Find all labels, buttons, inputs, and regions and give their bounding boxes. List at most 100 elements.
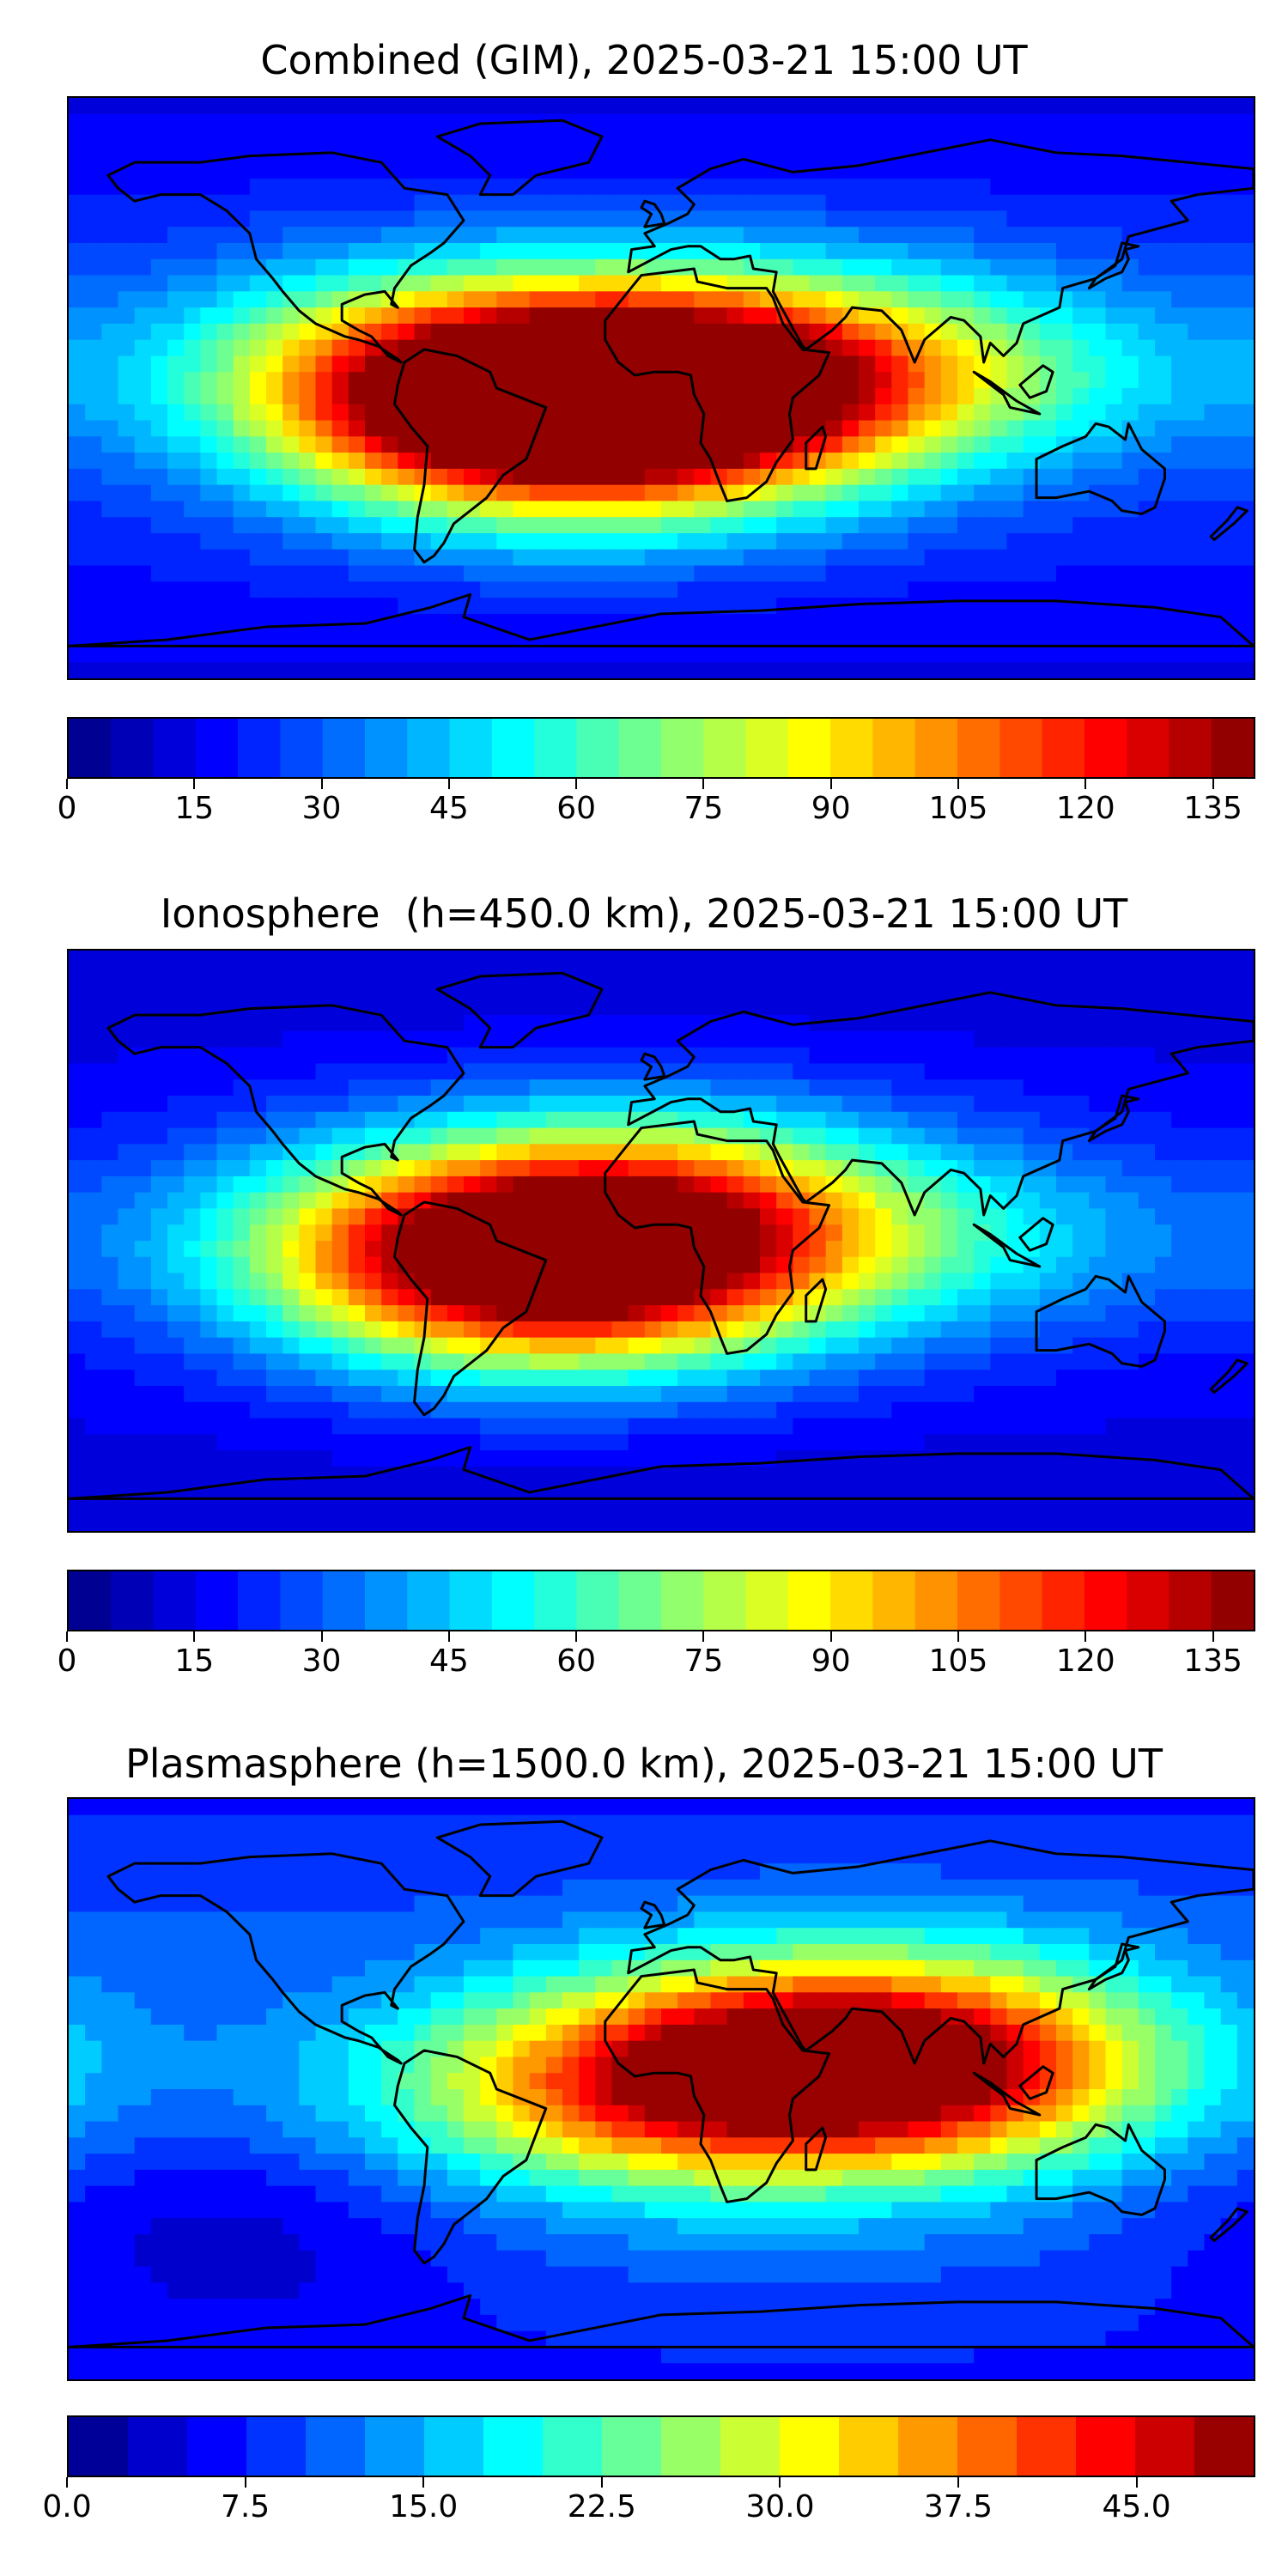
heatmap-cell — [480, 1241, 497, 1258]
heatmap-cell — [480, 210, 497, 228]
heatmap-cell — [1155, 1192, 1172, 1210]
heatmap-cell — [1089, 517, 1107, 534]
heatmap-cell — [1121, 999, 1139, 1016]
heatmap-cell — [759, 1176, 777, 1194]
heatmap-cell — [496, 1305, 514, 1322]
heatmap-cell — [710, 227, 728, 244]
heatmap-cell — [924, 1241, 942, 1258]
heatmap-cell — [710, 453, 728, 470]
heatmap-cell — [1105, 1127, 1123, 1145]
heatmap-cell — [496, 258, 514, 276]
heatmap-cell — [743, 436, 761, 453]
heatmap-cell — [266, 130, 283, 147]
heatmap-cell — [184, 951, 201, 968]
heatmap-cell — [118, 1321, 136, 1339]
heatmap-cell — [233, 1321, 251, 1339]
heatmap-cell — [841, 1192, 860, 1210]
heatmap-cell — [1188, 453, 1206, 470]
heatmap-cell — [726, 982, 744, 999]
heatmap-cell — [841, 1047, 860, 1065]
heatmap-cell — [940, 1386, 958, 1403]
heatmap-cell — [463, 565, 481, 582]
heatmap-cell — [463, 307, 481, 325]
heatmap-cell — [167, 565, 185, 582]
heatmap-cell — [184, 307, 201, 325]
heatmap-cell — [726, 243, 744, 260]
heatmap-cell — [809, 581, 827, 598]
heatmap-cell — [1055, 468, 1073, 486]
heatmap-cell — [513, 323, 531, 341]
heatmap-cell — [331, 1030, 349, 1048]
heatmap-cell — [233, 1127, 251, 1145]
heatmap-cell — [1006, 1030, 1024, 1048]
heatmap-cell — [1072, 1353, 1090, 1370]
heatmap-cell — [859, 1353, 876, 1370]
heatmap-cell — [1236, 130, 1254, 147]
heatmap-cell — [628, 436, 646, 453]
heatmap-cell — [1236, 1401, 1254, 1419]
heatmap-cell — [891, 1176, 909, 1194]
heatmap-cell — [1055, 275, 1073, 292]
heatmap-cell — [1155, 1111, 1172, 1129]
heatmap-cell — [85, 162, 102, 179]
heatmap-cell — [562, 258, 580, 276]
heatmap-cell — [299, 501, 317, 518]
heatmap-cell — [859, 1224, 876, 1242]
heatmap-cell — [101, 951, 119, 968]
heatmap-cell — [875, 453, 892, 470]
heatmap-cell — [1121, 501, 1139, 518]
heatmap-cell — [859, 355, 876, 373]
heatmap-cell — [233, 1337, 251, 1355]
heatmap-cell — [249, 517, 267, 534]
heatmap-cell — [595, 1079, 613, 1097]
heatmap-cell — [283, 1030, 300, 1048]
heatmap-cell — [430, 1418, 448, 1435]
heatmap-cell — [743, 323, 761, 341]
colorbar-segment — [534, 719, 578, 777]
heatmap-cell — [990, 210, 1008, 228]
heatmap-cell — [101, 565, 119, 582]
heatmap-cell — [859, 1160, 876, 1177]
heatmap-cell — [331, 291, 349, 308]
heatmap-cell — [759, 194, 777, 212]
heatmap-cell — [365, 162, 382, 179]
heatmap-cell — [414, 533, 432, 550]
heatmap-cell — [1055, 1127, 1073, 1145]
heatmap-cell — [1072, 613, 1090, 631]
heatmap-cell — [644, 1353, 662, 1370]
heatmap-cell — [793, 1030, 811, 1048]
heatmap-cell — [759, 323, 777, 341]
heatmap-cell — [1220, 258, 1238, 276]
heatmap-cell — [1121, 404, 1139, 422]
heatmap-cell — [331, 951, 349, 968]
heatmap-cell — [545, 1353, 563, 1370]
heatmap-cell — [134, 1370, 152, 1387]
heatmap-cell — [875, 1063, 892, 1080]
heatmap-cell — [381, 1401, 398, 1419]
coastline-eurasia — [627, 138, 1254, 364]
heatmap-cell — [644, 372, 662, 389]
heatmap-cell — [200, 98, 218, 115]
heatmap-cell — [513, 227, 531, 244]
heatmap-cell — [1055, 517, 1073, 534]
heatmap-cell — [644, 581, 662, 598]
heatmap-cell — [150, 1273, 168, 1290]
heatmap-cell — [167, 420, 185, 437]
heatmap-cell — [644, 533, 662, 550]
heatmap-cell — [447, 1256, 465, 1274]
heatmap-cell — [841, 484, 860, 502]
heatmap-cell — [940, 613, 958, 631]
heatmap-cell — [447, 1192, 465, 1210]
heatmap-cell — [348, 468, 366, 486]
heatmap-cell — [496, 1386, 514, 1403]
heatmap-cell — [299, 533, 317, 550]
heatmap-cell — [430, 453, 448, 470]
heatmap-cell — [694, 178, 712, 196]
heatmap-cell — [1121, 565, 1139, 582]
heatmap-cell — [743, 646, 761, 663]
heatmap-cell — [957, 1030, 975, 1048]
heatmap-cell — [1204, 388, 1222, 405]
heatmap-cell — [1055, 178, 1073, 196]
heatmap-cell — [381, 1370, 398, 1387]
heatmap-cell — [825, 98, 843, 115]
